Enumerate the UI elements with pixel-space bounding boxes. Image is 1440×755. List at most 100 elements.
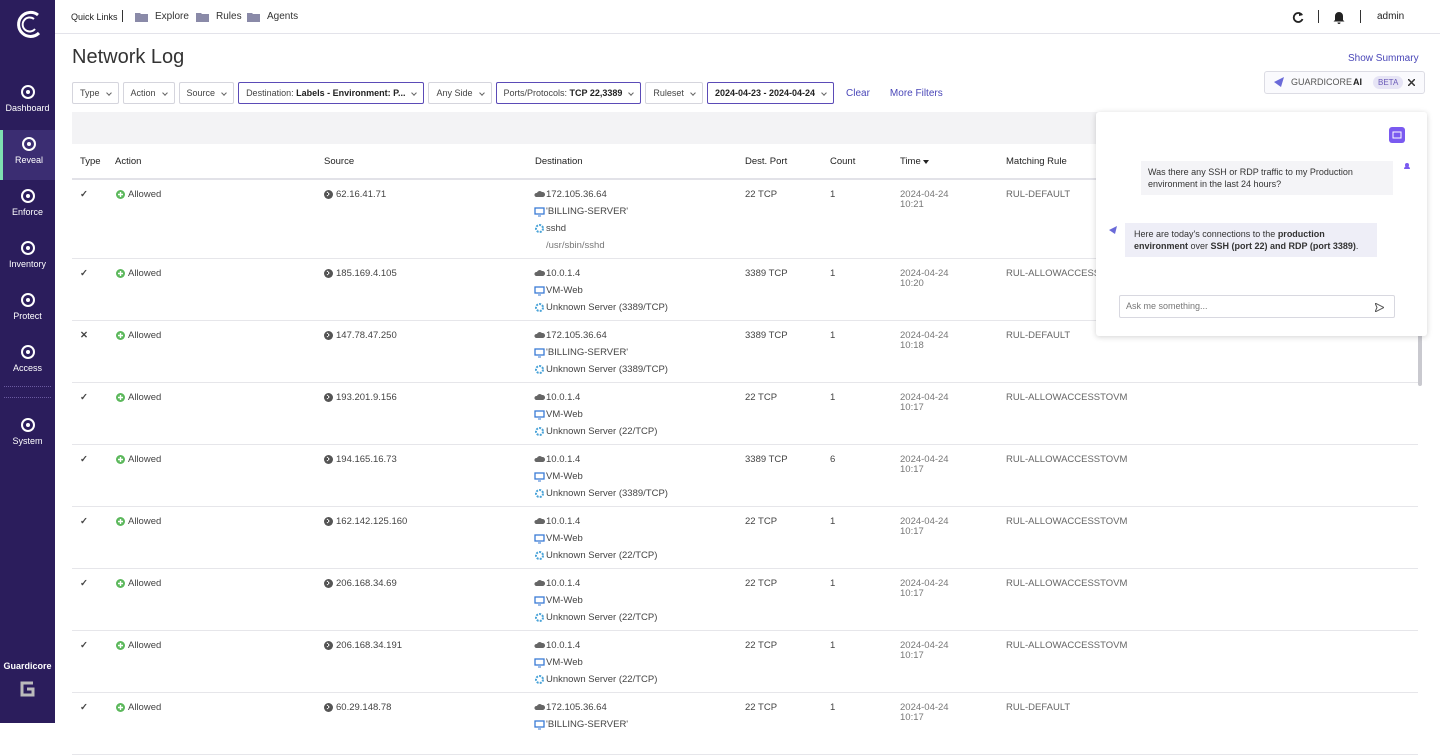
destination-item: Unknown Server (3389/TCP) (546, 488, 668, 499)
dotted-divider (4, 386, 51, 398)
chat-input[interactable]: Ask me something... (1119, 295, 1395, 318)
destination-icon (534, 302, 545, 313)
allowed-icon (116, 579, 125, 588)
filter-label: Ports/Protocols: (504, 88, 568, 98)
filter-action[interactable]: Clear (846, 88, 870, 99)
nav-item[interactable]: Access (0, 338, 55, 388)
destination-item: VM-Web (546, 595, 583, 606)
ai-chip[interactable]: GUARDICOREAIBETA (1264, 71, 1425, 94)
action: Allowed (128, 392, 161, 403)
filter-chip[interactable]: Source (179, 82, 235, 104)
destination-item: 172.105.36.64 (546, 189, 607, 200)
filter-label: Destination: (246, 88, 294, 98)
filter-chip[interactable]: Ports/Protocols: TCP 22,3389 (496, 82, 642, 104)
filter-label: Source (187, 88, 216, 98)
destination-icon (534, 550, 545, 561)
allowed-icon (116, 455, 125, 464)
table-row[interactable]: ✓Allowed193.201.9.15610.0.1.4VM-WebUnkno… (72, 383, 1418, 445)
matching-rule: RUL-ALLOWACCESSTOVM (1006, 516, 1127, 527)
nav-item[interactable]: Dashboard (0, 78, 55, 128)
destination-item: VM-Web (546, 409, 583, 420)
assistant-message: Here are today's connections to the prod… (1125, 223, 1377, 257)
action: Allowed (128, 189, 161, 200)
count: 6 (830, 454, 835, 465)
filter-chip[interactable]: Destination: Labels - Environment: P... (238, 82, 424, 104)
separator (122, 10, 123, 22)
globe-icon (324, 331, 333, 340)
table-row[interactable]: ✓Allowed162.142.125.16010.0.1.4VM-WebUnk… (72, 507, 1418, 569)
allowed-icon (116, 517, 125, 526)
destination-item: Unknown Server (3389/TCP) (546, 364, 668, 375)
filter-chip[interactable]: Any Side (428, 82, 491, 104)
type: ✓ (80, 702, 88, 713)
column-header[interactable]: Matching Rule (1006, 156, 1067, 167)
action: Allowed (128, 702, 161, 713)
column-header[interactable]: Dest. Port (745, 156, 787, 167)
source: 185.169.4.105 (336, 268, 397, 279)
destination-item: Unknown Server (22/TCP) (546, 674, 657, 685)
globe-icon (324, 455, 333, 464)
filter-value: 2024-04-23 - 2024-04-24 (715, 88, 815, 98)
matching-rule: RUL-DEFAULT (1006, 330, 1070, 341)
filter-chip[interactable]: Action (123, 82, 175, 104)
separator (1360, 10, 1361, 23)
filter-chip[interactable]: 2024-04-23 - 2024-04-24 (707, 82, 834, 104)
nav-item[interactable]: Inventory (0, 234, 55, 284)
matching-rule: RUL-ALLOWACCESSTOVM (1006, 578, 1127, 589)
count: 1 (830, 330, 835, 341)
destination-icon (534, 533, 545, 544)
destination-item: 10.0.1.4 (546, 578, 580, 589)
nav-icon (20, 417, 36, 433)
filter-chip[interactable]: Type (72, 82, 119, 104)
globe-icon (324, 517, 333, 526)
user-menu[interactable]: admin (1377, 11, 1404, 22)
action: Allowed (128, 640, 161, 651)
ai-title-bold: AI (1353, 72, 1362, 93)
table-row[interactable]: ✓Allowed194.165.16.7310.0.1.4VM-WebUnkno… (72, 445, 1418, 507)
count: 1 (830, 578, 835, 589)
destination-icon (534, 516, 545, 527)
filter-label: Type (80, 88, 100, 98)
destination-item: 'BILLING-SERVER' (546, 347, 628, 358)
column-header[interactable]: Count (830, 156, 855, 167)
count: 1 (830, 640, 835, 651)
quick-link[interactable]: Explore (155, 11, 189, 22)
column-header[interactable]: Destination (535, 156, 583, 167)
filter-chip[interactable]: Ruleset (645, 82, 703, 104)
column-header[interactable]: Action (115, 156, 141, 167)
nav-icon (20, 240, 36, 256)
column-header[interactable]: Time (900, 156, 921, 167)
show-summary[interactable]: Show Summary (1348, 53, 1419, 64)
count: 1 (830, 189, 835, 200)
source: 194.165.16.73 (336, 454, 397, 465)
quick-link[interactable]: Rules (216, 11, 242, 22)
topbar: Quick LinksExploreRulesAgentsadmin (55, 0, 1440, 34)
page: Network Log {"sidebar":{"items":["Dashbo… (0, 0, 1440, 723)
new-chat-button[interactable] (1389, 127, 1405, 143)
nav-item[interactable]: System (0, 411, 55, 461)
matching-rule: RUL-ALLOWACCESSTOVM (1006, 454, 1127, 465)
nav-item[interactable]: Protect (0, 286, 55, 336)
user-message: Was there any SSH or RDP traffic to my P… (1141, 161, 1393, 195)
table-row[interactable]: ✓Allowed206.168.34.19110.0.1.4VM-WebUnkn… (72, 631, 1418, 693)
destination-icon (534, 454, 545, 465)
matching-rule: RUL-ALLOWACCESSTOVM (1006, 640, 1127, 651)
table-row[interactable]: ✓Allowed206.168.34.6910.0.1.4VM-WebUnkno… (72, 569, 1418, 631)
dest-port: 22 TCP (745, 516, 777, 527)
filter-action[interactable]: More Filters (890, 88, 943, 99)
folder-icon (247, 12, 260, 22)
destination-item: 'BILLING-SERVER' (546, 206, 628, 217)
nav-item[interactable]: Enforce (0, 182, 55, 232)
reply-segment: . (1356, 241, 1359, 251)
nav-item[interactable]: Reveal (0, 130, 55, 180)
quick-link[interactable]: Agents (267, 11, 298, 22)
destination-item: VM-Web (546, 285, 583, 296)
beta-badge: BETA (1373, 76, 1403, 89)
globe-icon (324, 703, 333, 712)
column-header[interactable]: Source (324, 156, 354, 167)
column-header[interactable]: Type (80, 156, 101, 167)
table-row[interactable]: ✓Allowed60.29.148.78172.105.36.64'BILLIN… (72, 693, 1418, 755)
time: 10:17 (900, 402, 924, 413)
reply-segment: over (1188, 241, 1211, 251)
type: ✓ (80, 189, 88, 200)
